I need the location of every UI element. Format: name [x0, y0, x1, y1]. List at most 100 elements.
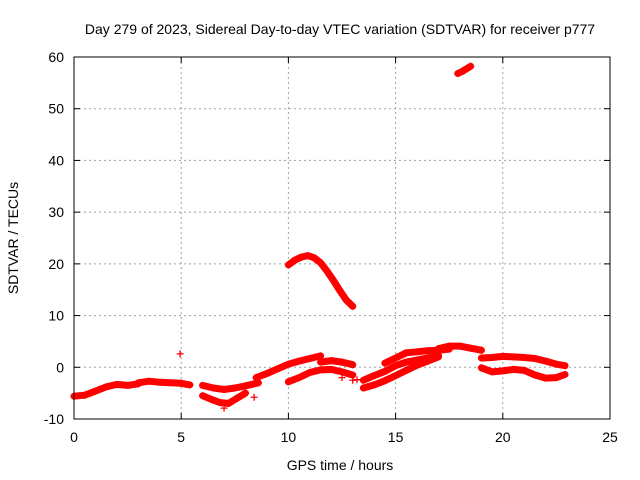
data-point [467, 62, 475, 70]
data-point [323, 267, 331, 275]
data-point [242, 389, 250, 397]
data-point [297, 253, 305, 261]
series-layer [70, 62, 569, 407]
y-tick-label: 60 [48, 49, 64, 65]
data-point [81, 391, 89, 399]
data-point [402, 349, 410, 357]
data-point [467, 344, 475, 352]
data-point [531, 371, 539, 379]
data-point [542, 357, 550, 365]
data-point [166, 379, 174, 387]
data-point [499, 352, 507, 360]
data-point [434, 353, 442, 361]
data-point [306, 354, 314, 362]
series-band [317, 357, 357, 369]
data-point [359, 384, 367, 392]
data-point [454, 70, 462, 78]
data-point [306, 368, 314, 376]
data-point [413, 348, 421, 356]
data-point [342, 296, 350, 304]
data-point [233, 394, 241, 402]
data-point [510, 365, 518, 373]
outlier-point [338, 374, 346, 382]
data-point [561, 362, 569, 370]
data-point [462, 65, 470, 73]
x-tick-label: 10 [281, 429, 297, 445]
x-tick-label: 0 [70, 429, 78, 445]
data-point [445, 342, 453, 350]
data-point [402, 366, 410, 374]
y-tick-label: 40 [48, 152, 64, 168]
data-point [91, 387, 99, 395]
data-point [458, 67, 466, 75]
data-point [327, 365, 335, 373]
x-axis-label: GPS time / hours [287, 457, 394, 473]
data-point [224, 399, 232, 407]
data-point [370, 372, 378, 380]
outlier-point [176, 350, 184, 358]
data-point [199, 381, 207, 389]
data-point [317, 366, 325, 374]
data-point [392, 362, 400, 370]
y-axis-label: SDTVAR / TECUs [5, 182, 21, 294]
data-point [520, 366, 528, 374]
data-point [552, 374, 560, 382]
data-point [370, 381, 378, 389]
series-arc-14 [477, 364, 569, 382]
data-point [336, 287, 344, 295]
y-tick-label: 20 [48, 256, 64, 272]
data-point [392, 372, 400, 380]
data-point [488, 353, 496, 361]
data-point [338, 358, 346, 366]
y-tick-label: -10 [44, 411, 64, 427]
data-point [402, 358, 410, 366]
data-point [349, 361, 357, 369]
series-band [359, 353, 442, 392]
data-point [186, 381, 194, 389]
data-point [284, 261, 292, 269]
data-point [349, 302, 357, 310]
series-arc-06 [284, 365, 357, 386]
outlier-point [220, 404, 228, 412]
data-point [284, 360, 292, 368]
data-point [252, 374, 260, 382]
axes: 0 5 10 15 20 25 -10 0 10 20 30 40 50 60 [44, 49, 618, 445]
x-tick-label: 20 [495, 429, 511, 445]
data-point [520, 353, 528, 361]
chart-title: Day 279 of 2023, Sidereal Day-to-day VTE… [85, 21, 595, 37]
data-point [392, 354, 400, 362]
y-tick-label: 10 [48, 308, 64, 324]
series-arc-02 [134, 377, 194, 389]
data-point [477, 346, 485, 354]
data-point [274, 365, 282, 373]
series-arc-13 [477, 352, 569, 370]
series-arc-07 [317, 357, 357, 369]
series-arc-10 [359, 353, 442, 392]
data-point [542, 374, 550, 382]
series-band [477, 364, 569, 382]
data-point [317, 259, 325, 267]
data-point [209, 384, 217, 392]
data-point [359, 376, 367, 384]
data-point [561, 371, 569, 379]
outlier-layer [176, 350, 361, 412]
data-point [134, 379, 142, 387]
data-point [102, 383, 110, 391]
x-tick-label: 25 [602, 429, 618, 445]
data-point [177, 379, 185, 387]
series-band [454, 62, 475, 77]
series-arc-04 [199, 389, 250, 407]
series-arc-15 [454, 62, 475, 78]
data-point [381, 367, 389, 375]
data-point [156, 378, 164, 386]
data-point [310, 254, 318, 262]
y-tick-label: 30 [48, 204, 64, 220]
data-point [477, 364, 485, 372]
data-point [424, 347, 432, 355]
data-point [413, 361, 421, 369]
data-point [220, 386, 228, 394]
data-point [216, 398, 224, 406]
y-tick-label: 0 [56, 359, 64, 375]
data-point [477, 354, 485, 362]
